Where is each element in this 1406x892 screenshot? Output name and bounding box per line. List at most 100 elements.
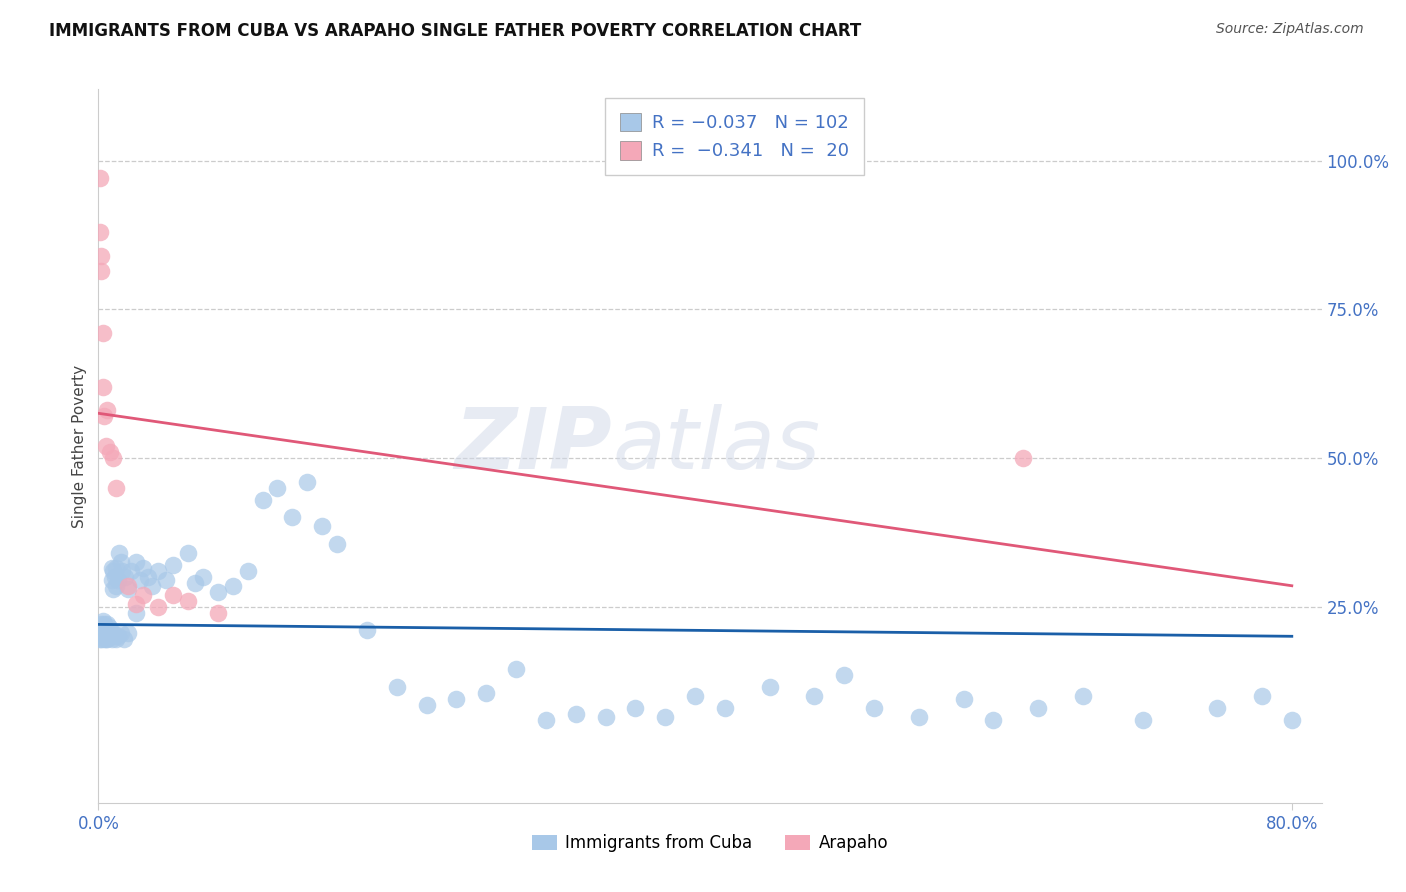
Point <box>93 624 115 638</box>
Point <box>89 171 111 186</box>
Point <box>89 626 111 640</box>
Point <box>98 626 121 640</box>
Point <box>1071 689 1094 703</box>
Point <box>101 561 124 575</box>
Point <box>90 629 112 643</box>
Point <box>103 626 125 640</box>
Point <box>105 561 128 575</box>
Point <box>96 617 118 632</box>
Point <box>110 626 132 640</box>
Point <box>117 626 139 640</box>
Point <box>595 709 617 723</box>
Point <box>475 686 498 700</box>
Point <box>415 698 437 712</box>
Point <box>98 624 121 638</box>
Point <box>162 588 184 602</box>
Point <box>136 570 159 584</box>
Point <box>191 570 214 584</box>
Point <box>90 626 112 640</box>
Point <box>91 626 114 640</box>
Point <box>683 689 706 703</box>
Point <box>129 573 152 587</box>
Point <box>714 700 737 714</box>
Text: Source: ZipAtlas.com: Source: ZipAtlas.com <box>1216 22 1364 37</box>
Point <box>91 626 114 640</box>
Point <box>120 564 142 578</box>
Point <box>207 606 229 620</box>
Point <box>101 573 124 587</box>
Legend: Immigrants from Cuba, Arapaho: Immigrants from Cuba, Arapaho <box>524 828 896 859</box>
Point <box>91 629 114 643</box>
Point <box>311 519 333 533</box>
Point <box>132 588 155 602</box>
Point <box>177 593 200 607</box>
Point <box>98 445 121 459</box>
Point <box>90 632 112 647</box>
Point <box>91 379 114 393</box>
Point <box>110 555 132 569</box>
Point <box>146 564 169 578</box>
Point <box>1251 689 1274 703</box>
Point <box>132 561 155 575</box>
Point <box>297 475 319 489</box>
Point <box>96 626 118 640</box>
Point <box>184 575 207 590</box>
Y-axis label: Single Father Poverty: Single Father Poverty <box>72 365 87 527</box>
Point <box>125 597 148 611</box>
Point <box>385 680 408 694</box>
Point <box>565 706 588 721</box>
Point <box>1281 713 1303 727</box>
Point <box>534 713 557 727</box>
Point <box>93 632 115 647</box>
Point <box>125 555 148 569</box>
Point <box>93 617 115 632</box>
Point <box>94 620 117 634</box>
Point <box>111 564 134 578</box>
Point <box>155 573 177 587</box>
Point <box>832 668 855 682</box>
Point <box>104 629 127 643</box>
Point <box>221 579 243 593</box>
Point <box>356 624 378 638</box>
Point <box>91 615 114 629</box>
Point <box>89 632 111 647</box>
Point <box>266 481 288 495</box>
Point <box>141 579 163 593</box>
Point <box>90 263 112 277</box>
Point <box>97 629 120 643</box>
Point <box>1206 700 1229 714</box>
Point <box>103 582 125 596</box>
Point <box>446 691 468 706</box>
Point <box>162 558 184 572</box>
Point <box>91 326 114 340</box>
Point <box>94 626 117 640</box>
Point <box>624 700 647 714</box>
Point <box>117 579 139 593</box>
Point <box>908 709 931 723</box>
Point <box>326 537 349 551</box>
Point <box>117 582 139 596</box>
Point <box>146 599 169 614</box>
Point <box>105 481 128 495</box>
Point <box>107 629 129 643</box>
Point <box>114 570 136 584</box>
Point <box>952 691 974 706</box>
Point <box>863 700 886 714</box>
Point <box>252 492 274 507</box>
Point <box>94 439 117 453</box>
Point <box>104 570 127 584</box>
Point <box>89 225 111 239</box>
Point <box>97 620 120 634</box>
Point <box>96 624 118 638</box>
Point <box>177 546 200 560</box>
Point <box>1026 700 1049 714</box>
Point <box>983 713 1005 727</box>
Point <box>90 624 112 638</box>
Text: atlas: atlas <box>612 404 820 488</box>
Point <box>207 584 229 599</box>
Point <box>105 632 128 647</box>
Point <box>93 629 115 643</box>
Text: IMMIGRANTS FROM CUBA VS ARAPAHO SINGLE FATHER POVERTY CORRELATION CHART: IMMIGRANTS FROM CUBA VS ARAPAHO SINGLE F… <box>49 22 862 40</box>
Point <box>758 680 780 694</box>
Point <box>93 629 115 643</box>
